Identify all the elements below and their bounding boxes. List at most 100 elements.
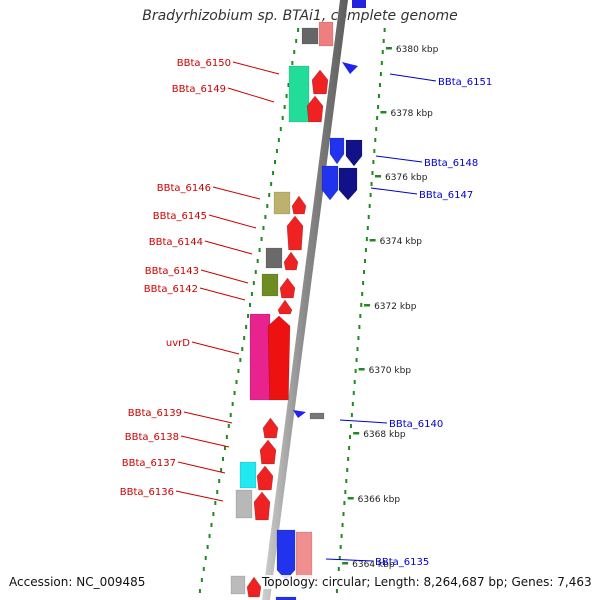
scale-dot — [360, 303, 363, 307]
scale-dot — [365, 237, 368, 241]
gene-box — [309, 412, 325, 420]
scale-dot — [256, 259, 259, 263]
scale-dot — [254, 270, 257, 274]
gene-label: BBta_6145 — [153, 211, 207, 222]
gene-box — [318, 21, 334, 47]
tick-mark — [364, 304, 371, 307]
scale-dot — [374, 138, 377, 142]
scale-dot — [366, 226, 369, 230]
scale-dot — [351, 402, 354, 406]
scale-dot — [379, 72, 382, 76]
gene-label: BBta_6146 — [157, 183, 211, 194]
gene-arrow-up — [267, 315, 291, 401]
leader-line — [227, 87, 275, 103]
scale-dot — [239, 358, 242, 362]
gene-arrow-down — [352, 0, 366, 8]
leader-line — [212, 186, 261, 200]
scale-dot — [235, 380, 238, 384]
tick-mark — [385, 47, 392, 50]
scale-layer: 6380 kbp 6378 kbp 6376 kbp 6374 kbp 6372 kbp… — [198, 28, 439, 593]
scale-dot — [353, 380, 356, 384]
scale-dot — [347, 457, 350, 461]
scale-dot — [376, 116, 379, 120]
scale-dot — [378, 94, 381, 98]
scale-dot — [229, 413, 232, 417]
leader-line — [204, 240, 253, 255]
scale-dot — [291, 61, 294, 65]
scale-dot — [248, 303, 251, 307]
gene-arrow-up — [311, 69, 329, 95]
scale-dot — [349, 435, 352, 439]
scale-dot — [350, 413, 353, 417]
scale-dot — [231, 402, 234, 406]
scale-dot — [357, 336, 360, 340]
scale-dot — [283, 105, 286, 109]
gene-label: BBta_6135 — [375, 557, 429, 568]
scale-dot — [233, 391, 236, 395]
scale-dot — [377, 105, 380, 109]
scale-dot — [287, 83, 290, 87]
scale-dot — [252, 281, 255, 285]
scale-dot — [243, 336, 246, 340]
leader-line — [199, 287, 246, 301]
gene-arrow-up — [286, 215, 304, 251]
scale-dot — [373, 149, 376, 153]
scale-dot — [214, 501, 217, 505]
scale-dot — [380, 61, 383, 65]
scale-dot — [349, 424, 352, 428]
scale-dot — [343, 501, 346, 505]
gene-box — [249, 313, 271, 401]
gene-label: BBta_6137 — [122, 458, 176, 469]
scale-dot — [285, 94, 288, 98]
leader-line — [208, 214, 257, 229]
scale-dot — [266, 204, 269, 208]
gene-box — [295, 531, 313, 579]
scale-dot — [245, 325, 248, 329]
tick-mark — [358, 368, 365, 371]
leader-line — [370, 187, 418, 195]
scale-dot — [363, 270, 366, 274]
scale-dot — [295, 39, 298, 43]
scale-dot — [281, 116, 284, 120]
summary-text: Topology: circular; Length: 8,264,687 bp… — [262, 575, 592, 589]
gene-label: BBta_6143 — [145, 266, 199, 277]
scale-dot — [340, 534, 343, 538]
scale-dot — [364, 248, 367, 252]
scale-dot — [241, 347, 244, 351]
gene-arrow-up — [291, 195, 307, 215]
leader-line — [375, 155, 423, 163]
scale-dot — [227, 424, 230, 428]
tick-mark — [353, 432, 360, 435]
scale-dot — [258, 248, 261, 252]
tick-label: 6372 kbp — [374, 302, 417, 312]
leader-line — [177, 461, 226, 474]
scale-dot — [270, 182, 273, 186]
tick-mark — [380, 111, 387, 114]
scale-dot — [262, 226, 265, 230]
gene-arrow-down — [342, 62, 358, 74]
scale-dot — [358, 325, 361, 329]
scale-dot — [361, 292, 364, 296]
tick-mark — [375, 175, 382, 178]
scale-dot — [264, 215, 267, 219]
tick-mark — [342, 562, 349, 565]
gene-arrow-up — [262, 417, 279, 439]
gene-label: BBta_6139 — [128, 408, 182, 419]
gene-label: uvrD — [166, 338, 190, 349]
gene-arrow-up — [277, 299, 293, 315]
scale-dot — [202, 567, 205, 571]
tick-label: 6378 kbp — [390, 109, 433, 119]
scale-dot — [268, 193, 271, 197]
scale-dot — [359, 314, 362, 318]
gene-arrow-up — [256, 465, 274, 491]
scale-dot — [354, 369, 357, 373]
tick-label: 6376 kbp — [385, 173, 428, 183]
tick-mark — [347, 497, 354, 500]
scale-dot — [247, 314, 250, 318]
gene-box — [288, 65, 310, 123]
scale-dot — [352, 391, 355, 395]
tick-mark — [369, 239, 376, 242]
scale-dot — [220, 468, 223, 472]
